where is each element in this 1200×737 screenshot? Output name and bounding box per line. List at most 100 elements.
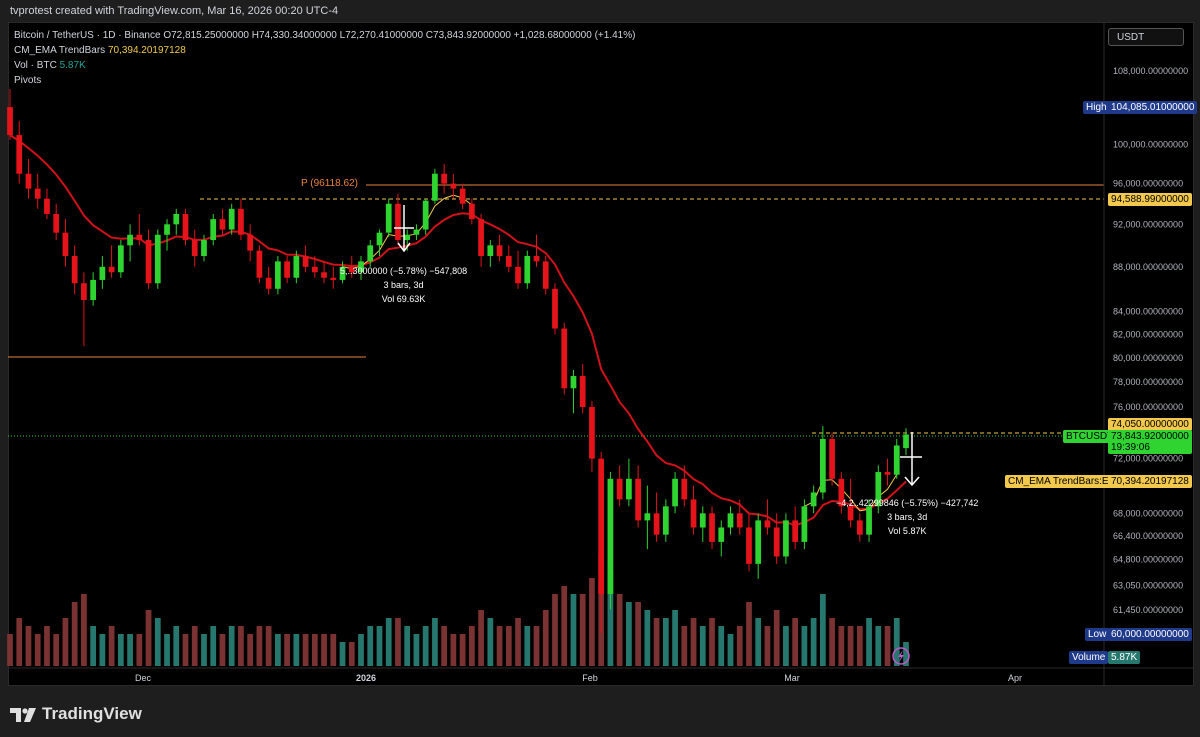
candle[interactable] — [626, 458, 632, 507]
candle[interactable] — [339, 261, 346, 284]
candle[interactable] — [468, 198, 475, 225]
legend-vol-row[interactable]: Vol · BTC 5.87K — [14, 58, 635, 73]
candle[interactable] — [321, 261, 327, 284]
candle[interactable] — [616, 465, 623, 507]
candle[interactable] — [44, 188, 50, 220]
candle[interactable] — [265, 266, 272, 295]
candle[interactable] — [893, 438, 900, 479]
signal-line[interactable] — [342, 194, 898, 512]
candle[interactable] — [210, 213, 217, 246]
candle[interactable] — [7, 88, 13, 140]
candle[interactable] — [16, 120, 23, 184]
legend-pivots-row[interactable]: Pivots — [14, 73, 635, 88]
candle[interactable] — [247, 224, 254, 262]
candle[interactable] — [755, 513, 762, 579]
candle[interactable] — [275, 256, 281, 295]
candle[interactable] — [348, 256, 355, 278]
measure-label-2[interactable]: −4,2..42299846 (−5.75%) −427,742 3 bars,… — [836, 496, 978, 538]
candle[interactable] — [792, 506, 799, 550]
candle[interactable] — [635, 465, 641, 528]
candle[interactable] — [875, 465, 882, 514]
candle[interactable] — [487, 240, 494, 267]
measure-label-1[interactable]: 5,..3000000 (−5.78%) −547,808 3 bars, 3d… — [340, 264, 467, 306]
legend-ema-row[interactable]: CM_EMA TrendBars 70,394.20197128 — [14, 43, 635, 58]
candle[interactable] — [127, 224, 133, 262]
candle[interactable] — [773, 513, 780, 564]
candle[interactable] — [284, 256, 290, 284]
volume-indicator-name[interactable]: Vol · BTC — [14, 60, 57, 71]
candle[interactable] — [53, 203, 60, 241]
candle[interactable] — [71, 245, 78, 295]
candle[interactable] — [589, 400, 595, 473]
candle[interactable] — [570, 369, 577, 414]
candle[interactable] — [533, 234, 540, 267]
candle[interactable] — [478, 213, 484, 267]
pivots-indicator-name[interactable]: Pivots — [14, 75, 42, 86]
candle[interactable] — [579, 363, 586, 414]
candle[interactable] — [293, 250, 300, 284]
candle[interactable] — [801, 499, 808, 550]
candle[interactable] — [201, 234, 207, 262]
candle[interactable] — [228, 203, 235, 235]
tradingview-logo[interactable]: TradingView — [10, 704, 142, 724]
candle[interactable] — [136, 213, 143, 246]
candle[interactable] — [90, 272, 96, 306]
candle[interactable] — [820, 426, 826, 500]
candle[interactable] — [395, 193, 401, 246]
candle[interactable] — [367, 240, 374, 267]
candle[interactable] — [644, 485, 651, 550]
candle[interactable] — [34, 173, 41, 209]
candle[interactable] — [358, 256, 364, 280]
candle[interactable] — [866, 499, 872, 542]
candle[interactable] — [441, 163, 448, 194]
candle[interactable] — [330, 266, 337, 289]
ema-line[interactable] — [9, 134, 907, 527]
symbol-name[interactable]: Bitcoin / TetherUS · 1D · Binance — [14, 30, 161, 41]
candle[interactable] — [432, 168, 438, 204]
candle[interactable] — [607, 472, 614, 610]
candle[interactable] — [505, 245, 512, 273]
candle[interactable] — [413, 224, 420, 241]
candle[interactable] — [672, 472, 678, 514]
candle[interactable] — [598, 452, 605, 633]
candle[interactable] — [496, 234, 503, 262]
legend-ohlc-row[interactable]: Bitcoin / TetherUS · 1D · Binance O72,81… — [14, 28, 635, 43]
candle[interactable] — [764, 499, 771, 535]
candle[interactable] — [219, 208, 226, 235]
candle[interactable] — [884, 458, 891, 486]
candle[interactable] — [173, 208, 180, 235]
candle[interactable] — [182, 208, 189, 246]
candle[interactable] — [727, 506, 734, 535]
candle[interactable] — [62, 219, 69, 267]
candle[interactable] — [736, 499, 743, 535]
candle[interactable] — [108, 245, 115, 278]
candle[interactable] — [145, 229, 152, 289]
candle[interactable] — [561, 322, 568, 395]
measure-arrow-2[interactable] — [900, 432, 922, 487]
candle[interactable] — [810, 485, 817, 514]
candle[interactable] — [25, 159, 32, 199]
candle[interactable] — [903, 428, 909, 456]
candle[interactable] — [653, 492, 660, 542]
candle[interactable] — [524, 250, 531, 289]
candle[interactable] — [450, 173, 457, 199]
candle[interactable] — [154, 229, 161, 289]
currency-button[interactable]: USDT — [1108, 28, 1184, 46]
lightning-icon[interactable] — [892, 647, 910, 665]
candle[interactable] — [690, 485, 697, 535]
candle[interactable] — [838, 472, 845, 514]
candle[interactable] — [164, 219, 170, 251]
candle[interactable] — [385, 198, 392, 237]
candle[interactable] — [662, 499, 669, 542]
candle[interactable] — [459, 183, 466, 209]
candle[interactable] — [376, 229, 383, 257]
candle[interactable] — [515, 250, 521, 289]
candle[interactable] — [718, 520, 725, 557]
candle[interactable] — [699, 506, 706, 542]
candle[interactable] — [81, 272, 87, 347]
candle[interactable] — [746, 513, 752, 572]
candle[interactable] — [542, 256, 549, 295]
candle[interactable] — [552, 283, 558, 335]
ema-indicator-name[interactable]: CM_EMA TrendBars — [14, 45, 106, 56]
